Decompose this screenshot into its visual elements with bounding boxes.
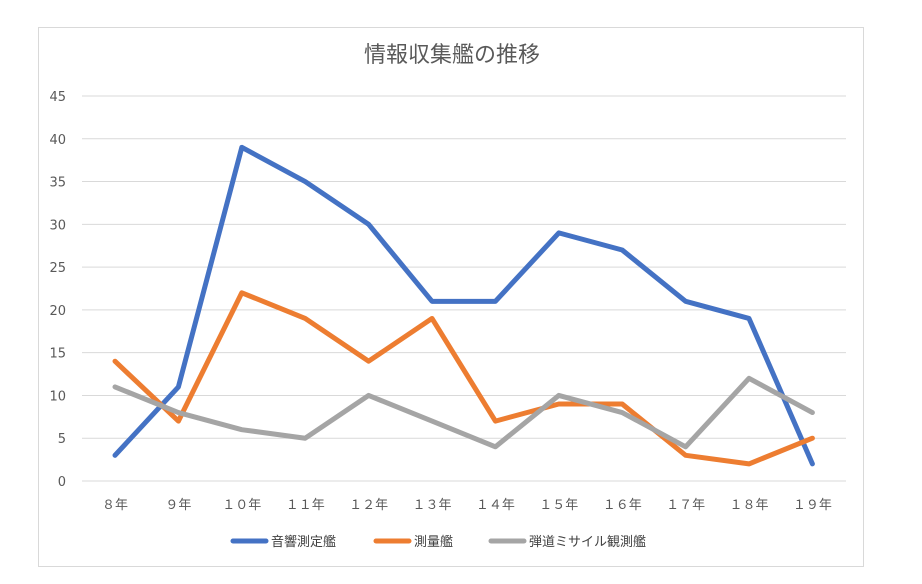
x-tick-label: １８年 bbox=[729, 498, 768, 513]
legend-label-0: 音響測定艦 bbox=[271, 534, 336, 550]
x-tick-label: ９年 bbox=[165, 498, 191, 513]
legend-label-1: 測量艦 bbox=[414, 535, 453, 550]
x-tick-label: １３年 bbox=[412, 498, 451, 513]
y-tick-label: 45 bbox=[49, 90, 66, 105]
x-tick-label: ８年 bbox=[102, 498, 128, 513]
x-tick-label: １１年 bbox=[286, 498, 325, 513]
y-tick-label: 40 bbox=[49, 133, 66, 148]
series-line-1 bbox=[112, 290, 815, 467]
x-tick-label: １９年 bbox=[793, 498, 832, 513]
y-tick-label: 25 bbox=[49, 261, 66, 276]
y-tick-label: 35 bbox=[49, 176, 66, 191]
x-tick-label: １６年 bbox=[603, 498, 642, 513]
y-tick-label: 10 bbox=[49, 389, 66, 404]
gridlines bbox=[82, 95, 846, 482]
series-line-0 bbox=[112, 144, 815, 467]
legend: 音響測定艦 測量艦 弾道ミサイル観測艦 bbox=[230, 534, 646, 550]
chart-title: 情報収集艦の推移 bbox=[364, 43, 540, 68]
x-tick-label: １５年 bbox=[539, 498, 578, 513]
chart-area bbox=[38, 27, 864, 567]
y-tick-label: 20 bbox=[49, 304, 66, 319]
x-tick-label: １０年 bbox=[222, 498, 261, 513]
legend-label-2: 弾道ミサイル観測艦 bbox=[529, 535, 646, 550]
x-tick-label: １４年 bbox=[476, 498, 515, 513]
y-tick-label: 0 bbox=[58, 475, 66, 490]
y-axis-ticks: 0 5 10 15 20 25 30 35 40 45 bbox=[49, 90, 66, 490]
y-tick-label: 5 bbox=[58, 432, 66, 447]
series-lines bbox=[112, 144, 815, 467]
x-axis-ticks: ８年 ９年 １０年 １１年 １２年 １３年 １４年 １５年 １６年 １７年 １８年 １９年 bbox=[102, 498, 832, 513]
series-line-2 bbox=[112, 375, 815, 450]
y-tick-label: 30 bbox=[49, 218, 66, 233]
x-tick-label: １７年 bbox=[666, 498, 705, 513]
y-tick-label: 15 bbox=[49, 347, 66, 362]
x-tick-label: １２年 bbox=[349, 498, 388, 513]
